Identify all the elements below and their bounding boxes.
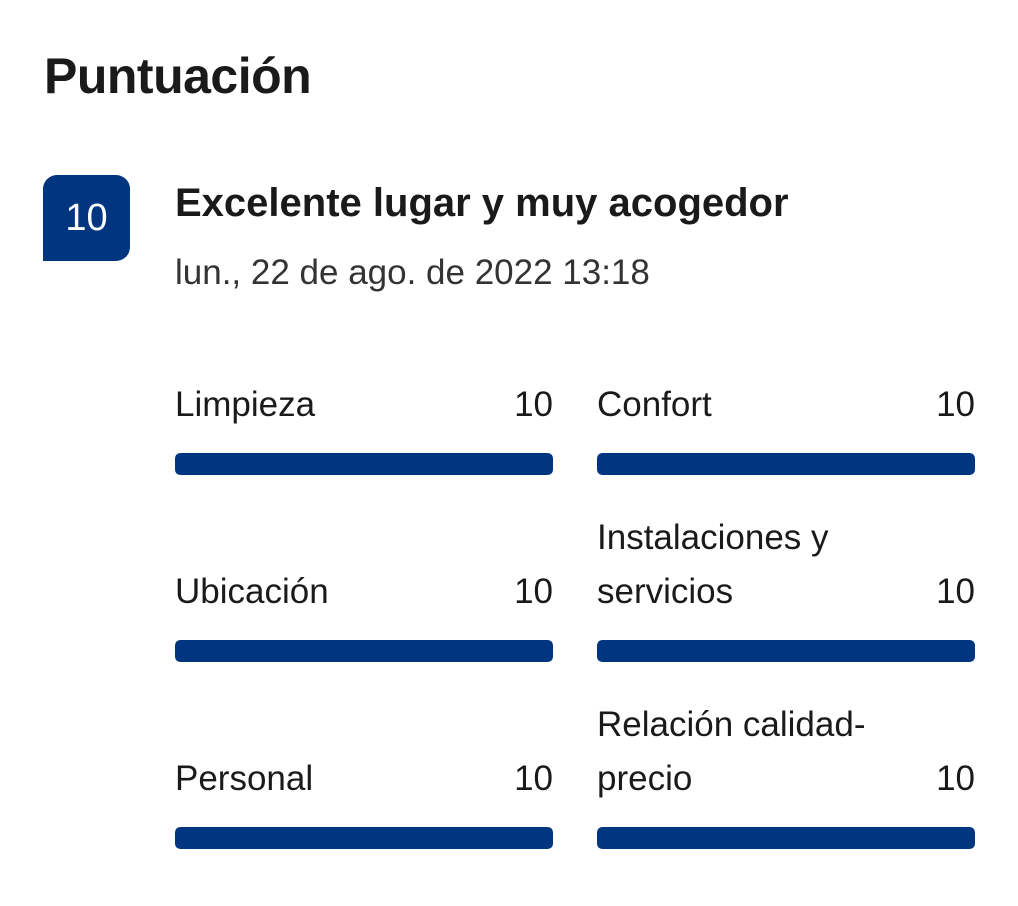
score-bar-fill [597,453,975,475]
score-bar [597,453,975,475]
score-bar [597,640,975,662]
category-label: Relación calidad-precio [597,705,866,798]
score-bar [597,827,975,849]
category-label: Personal [175,759,314,798]
score-bar-fill [175,453,553,475]
category-staff: Personal 10 [175,752,553,849]
review-title: Excelente lugar y muy acogedor [175,181,789,225]
score-bar-fill [175,827,553,849]
score-bar-fill [597,640,975,662]
category-facilities: Instalaciones y servicios 10 [597,511,975,662]
category-score: 10 [936,759,975,798]
score-bar-fill [597,827,975,849]
category-score: 10 [514,572,553,611]
category-score: 10 [936,385,975,424]
category-label: Ubicación [175,572,329,611]
score-bar [175,453,553,475]
section-title: Puntuación [44,48,312,104]
category-label: Confort [597,385,712,424]
score-bar-fill [175,640,553,662]
category-value-for-money: Relación calidad-precio 10 [597,698,975,849]
category-score: 10 [514,385,553,424]
score-bar [175,827,553,849]
category-label: Instalaciones y servicios [597,518,829,611]
category-label: Limpieza [175,385,316,424]
review-date: lun., 22 de ago. de 2022 13:18 [175,253,650,292]
score-bar [175,640,553,662]
score-badge: 10 [43,175,130,261]
category-location: Ubicación 10 [175,565,553,662]
category-score: 10 [514,759,553,798]
category-score: 10 [936,572,975,611]
category-comfort: Confort 10 [597,378,975,475]
category-cleanliness: Limpieza 10 [175,378,553,475]
